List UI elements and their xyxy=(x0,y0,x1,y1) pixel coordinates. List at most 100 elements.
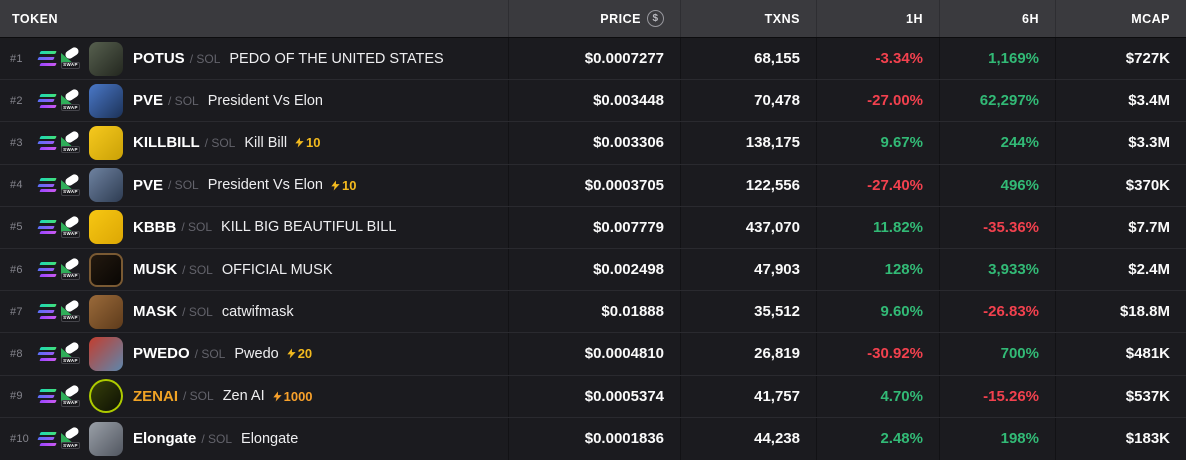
column-header-mcap-label: MCAP xyxy=(1131,11,1170,26)
txns-cell: 35,512 xyxy=(680,291,816,333)
table-row[interactable]: #4 SWAP PVE / SOL President Vs Elon 10 $… xyxy=(0,164,1186,207)
pumpswap-triangle xyxy=(61,348,74,360)
rank-label: #4 xyxy=(10,179,23,192)
solana-icon xyxy=(37,51,57,66)
change-6h-cell: -15.26% xyxy=(939,375,1055,417)
pumpswap-swap-badge: SWAP xyxy=(61,273,80,281)
dollar-circle-icon[interactable]: $ xyxy=(647,10,664,27)
column-header-txns[interactable]: TXNS xyxy=(680,0,816,37)
change-6h-cell: 198% xyxy=(939,417,1055,460)
token-cell[interactable]: #1 SWAP POTUS / SOL PEDO OF THE UNITED S… xyxy=(0,38,508,79)
token-cell[interactable]: #6 SWAP MUSK / SOL OFFICIAL MUSK xyxy=(0,249,508,290)
change-1h-cell: 9.67% xyxy=(816,122,939,164)
change-6h-cell: 700% xyxy=(939,333,1055,375)
token-avatar xyxy=(89,41,123,76)
change-6h-cell: 1,169% xyxy=(939,38,1055,80)
column-header-6h[interactable]: 6H xyxy=(939,0,1055,37)
pumpswap-icon: SWAP xyxy=(61,214,81,238)
token-cell[interactable]: #7 SWAP MASK / SOL catwifmask xyxy=(0,291,508,332)
rank-label: #3 xyxy=(10,136,23,149)
solana-icon xyxy=(37,431,57,447)
column-header-token-label: TOKEN xyxy=(12,11,59,26)
pumpswap-swap-badge: SWAP xyxy=(61,357,80,365)
price-cell: $0.002498 xyxy=(508,248,680,291)
table-row[interactable]: #7 SWAP MASK / SOL catwifmask $0.01888 3… xyxy=(0,291,1186,334)
token-pair: / SOL xyxy=(189,51,221,66)
txns-cell: 44,238 xyxy=(680,417,816,460)
boost-value: 1000 xyxy=(283,388,313,404)
boost-value: 10 xyxy=(341,177,357,193)
solana-icon xyxy=(37,135,57,151)
pumpswap-swap-badge: SWAP xyxy=(61,146,80,154)
txns-cell: 138,175 xyxy=(680,122,816,164)
token-avatar xyxy=(89,421,123,456)
pumpswap-swap-badge: SWAP xyxy=(61,62,80,70)
column-header-1h-label: 1H xyxy=(906,11,923,26)
table-row[interactable]: #9 SWAP ZENAI / SOL Zen AI 1000 $0.00053… xyxy=(0,375,1186,418)
pumpswap-swap-badge: SWAP xyxy=(61,188,80,196)
lightning-icon xyxy=(287,348,296,359)
column-header-1h[interactable]: 1H xyxy=(816,0,939,37)
txns-cell: 41,757 xyxy=(680,375,816,417)
price-cell: $0.01888 xyxy=(508,291,680,333)
change-1h-cell: -27.00% xyxy=(816,80,939,122)
solana-icon xyxy=(37,388,57,404)
rank-label: #5 xyxy=(10,221,23,234)
change-6h-cell: 244% xyxy=(939,122,1055,164)
table-row[interactable]: #6 SWAP MUSK / SOL OFFICIAL MUSK $0.0024… xyxy=(0,248,1186,292)
token-symbol: PWEDO xyxy=(133,345,190,363)
token-avatar xyxy=(89,252,123,287)
rank-label: #1 xyxy=(10,52,23,65)
token-cell[interactable]: #4 SWAP PVE / SOL President Vs Elon 10 xyxy=(0,165,508,206)
token-avatar xyxy=(89,83,123,118)
token-cell[interactable]: #3 SWAP KILLBILL / SOL Kill Bill 10 xyxy=(0,122,508,163)
token-avatar xyxy=(89,125,123,160)
table-row[interactable]: #1 SWAP POTUS / SOL PEDO OF THE UNITED S… xyxy=(0,38,1186,81)
token-symbol: PVE xyxy=(133,92,164,110)
token-avatar xyxy=(89,294,123,329)
token-cell[interactable]: #9 SWAP ZENAI / SOL Zen AI 1000 xyxy=(0,376,508,417)
table-row[interactable]: #10 SWAP Elongate / SOL Elongate $0.0001… xyxy=(0,417,1186,460)
token-symbol: MUSK xyxy=(133,261,178,279)
pumpswap-icon: SWAP xyxy=(61,172,81,196)
price-cell: $0.0001836 xyxy=(508,417,680,460)
column-header-token: TOKEN xyxy=(0,0,508,37)
price-cell: $0.0007277 xyxy=(508,38,680,80)
token-cell[interactable]: #2 SWAP PVE / SOL President Vs Elon xyxy=(0,80,508,121)
token-pair: / SOL xyxy=(204,135,236,150)
table-row[interactable]: #3 SWAP KILLBILL / SOL Kill Bill 10 $0.0… xyxy=(0,122,1186,165)
pumpswap-icon: SWAP xyxy=(61,426,81,450)
table-row[interactable]: #8 SWAP PWEDO / SOL Pwedo 20 $0.0004810 … xyxy=(0,333,1186,376)
column-header-price[interactable]: PRICE $ xyxy=(508,0,680,37)
mcap-cell: $370K xyxy=(1055,164,1186,206)
token-name: Elongate xyxy=(241,430,299,447)
token-cell[interactable]: #10 SWAP Elongate / SOL Elongate xyxy=(0,418,508,460)
token-avatar xyxy=(89,210,123,245)
column-header-price-label: PRICE xyxy=(600,11,641,26)
token-cell[interactable]: #5 SWAP KBBB / SOL KILL BIG BEAUTIFUL BI… xyxy=(0,207,508,248)
table-row[interactable]: #2 SWAP PVE / SOL President Vs Elon $0.0… xyxy=(0,80,1186,123)
token-avatar xyxy=(89,168,123,203)
token-cell[interactable]: #8 SWAP PWEDO / SOL Pwedo 20 xyxy=(0,333,508,374)
txns-cell: 26,819 xyxy=(680,333,816,375)
token-symbol: KBBB xyxy=(133,218,177,236)
lightning-icon xyxy=(295,137,304,149)
pumpswap-triangle xyxy=(61,137,74,149)
solana-icon xyxy=(37,346,57,362)
token-name: KILL BIG BEAUTIFUL BILL xyxy=(221,219,397,236)
column-header-mcap[interactable]: MCAP xyxy=(1055,0,1186,37)
solana-icon xyxy=(37,220,57,235)
table-row[interactable]: #5 SWAP KBBB / SOL KILL BIG BEAUTIFUL BI… xyxy=(0,206,1186,249)
mcap-cell: $3.4M xyxy=(1055,80,1186,122)
change-1h-cell: -30.92% xyxy=(816,333,939,375)
token-name: President Vs Elon xyxy=(207,177,323,194)
solana-icon xyxy=(37,262,57,277)
token-name: PEDO OF THE UNITED STATES xyxy=(229,50,444,67)
solana-icon xyxy=(37,304,57,319)
rank-label: #6 xyxy=(10,263,23,276)
solana-icon xyxy=(37,177,57,193)
mcap-cell: $3.3M xyxy=(1055,122,1186,164)
change-1h-cell: 4.70% xyxy=(816,375,939,417)
change-1h-cell: 9.60% xyxy=(816,291,939,333)
